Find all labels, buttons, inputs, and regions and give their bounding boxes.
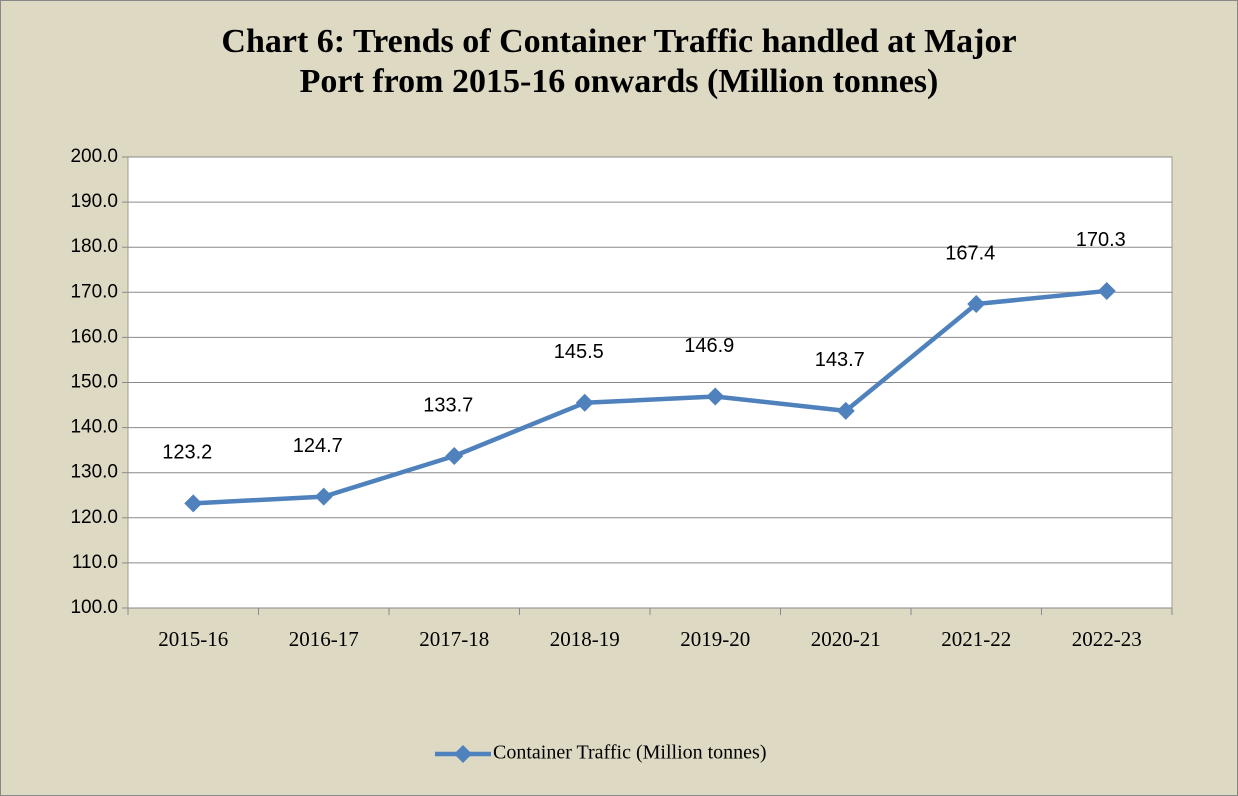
point-marker xyxy=(1097,281,1116,300)
line-series xyxy=(193,288,1107,506)
point-marker xyxy=(706,387,725,406)
point-marker xyxy=(184,494,203,513)
x-tick-label: 2015-16 xyxy=(158,627,228,651)
chart-title: Chart 6: Trends of Container Traffic han… xyxy=(221,23,1017,100)
y-tick-label: 140.0 xyxy=(70,417,118,438)
x-tick-label: 2022-23 xyxy=(1072,627,1142,651)
point-marker xyxy=(967,295,986,314)
data-label: 146.9 xyxy=(684,335,734,357)
y-tick-label: 180.0 xyxy=(70,236,118,257)
y-tick-label: 160.0 xyxy=(70,326,118,347)
point-marker xyxy=(445,447,464,466)
x-tick-label: 2020-21 xyxy=(811,627,881,651)
y-tick-label: 170.0 xyxy=(70,281,118,302)
y-tick-label: 110.0 xyxy=(72,552,118,573)
legend-marker xyxy=(454,745,472,763)
y-tick-label: 130.0 xyxy=(70,462,118,483)
y-tick-label: 150.0 xyxy=(70,372,118,393)
data-label: 123.2 xyxy=(162,442,212,464)
x-tick-label: 2017-18 xyxy=(419,627,489,651)
point-marker xyxy=(836,401,855,420)
data-label: 133.7 xyxy=(423,394,473,416)
data-label: 124.7 xyxy=(293,435,343,457)
x-tick-label: 2021-22 xyxy=(941,627,1011,651)
data-label: 145.5 xyxy=(554,341,604,363)
data-label: 170.3 xyxy=(1076,229,1126,251)
point-marker xyxy=(575,393,594,412)
data-label: 167.4 xyxy=(945,242,995,264)
y-tick-label: 200.0 xyxy=(70,146,118,167)
y-tick-label: 100.0 xyxy=(70,597,118,618)
data-label: 143.7 xyxy=(815,349,865,371)
point-marker xyxy=(314,487,333,506)
x-tick-label: 2019-20 xyxy=(680,627,750,651)
legend-label: Container Traffic (Million tonnes) xyxy=(493,742,767,764)
y-tick-label: 120.0 xyxy=(70,507,118,528)
y-tick-label: 190.0 xyxy=(70,191,118,212)
x-tick-label: 2018-19 xyxy=(550,627,620,651)
x-tick-label: 2016-17 xyxy=(289,627,359,651)
